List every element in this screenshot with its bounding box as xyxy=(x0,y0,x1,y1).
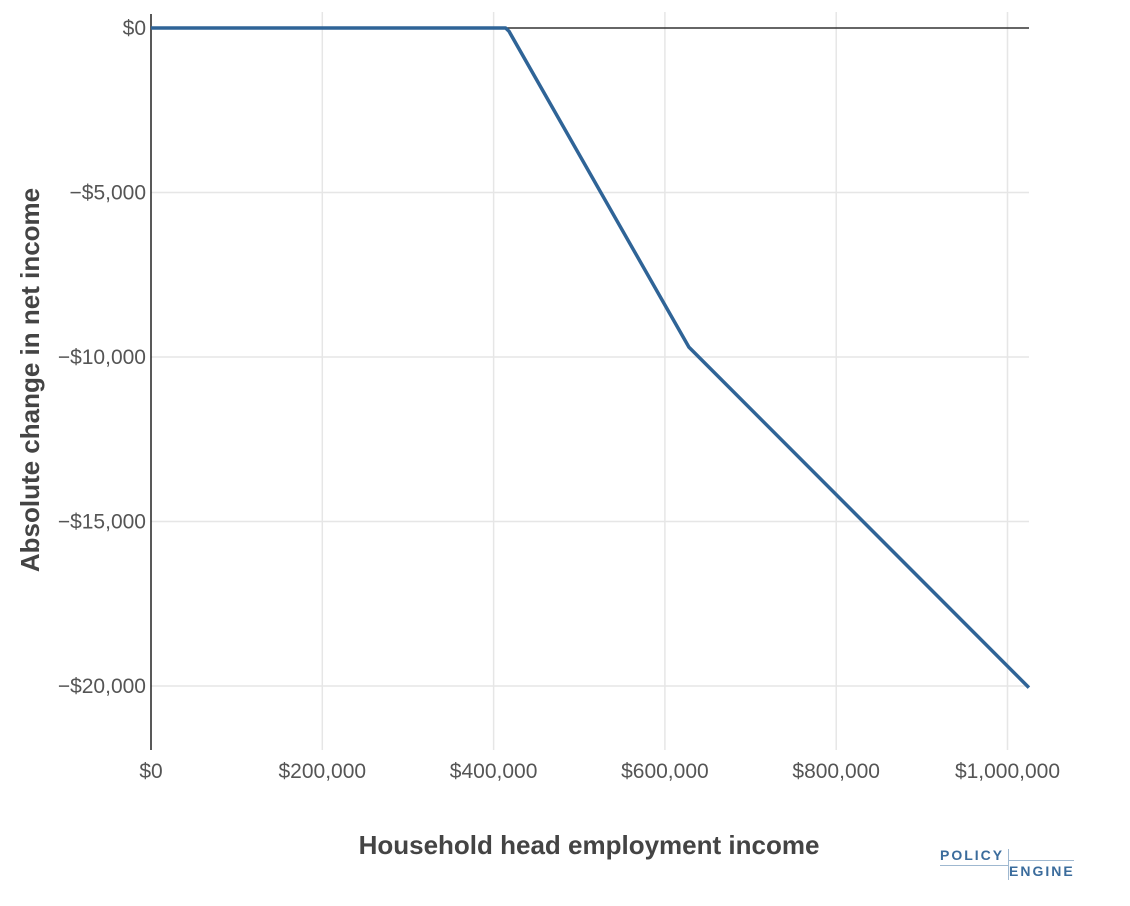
y-tick-label: $0 xyxy=(123,17,146,40)
x-axis-title: Household head employment income xyxy=(359,830,820,860)
grid xyxy=(151,12,1029,750)
x-tick-label: $600,000 xyxy=(621,760,709,783)
y-axis-title: Absolute change in net income xyxy=(15,188,45,572)
tick-labels: $0 $200,000 $400,000 $600,000 $800,000 $1,000… xyxy=(58,17,1060,783)
logo-text-engine: ENGINE xyxy=(1009,863,1075,879)
series-layer xyxy=(151,26,1031,689)
x-tick-label: $200,000 xyxy=(279,760,367,783)
x-tick-label: $0 xyxy=(139,760,162,783)
policyengine-logo: POLICY ENGINE xyxy=(940,846,1076,882)
series-line xyxy=(151,26,1031,689)
logo-rule xyxy=(940,865,1008,866)
logo-rule xyxy=(1008,860,1074,861)
x-tick-label: $1,000,000 xyxy=(955,760,1060,783)
y-tick-label: −$5,000 xyxy=(70,182,147,205)
axes xyxy=(150,14,1029,750)
logo-rule xyxy=(1008,849,1009,880)
x-tick-label: $800,000 xyxy=(792,760,880,783)
logo-text-policy: POLICY xyxy=(940,847,1005,863)
x-tick-label: $400,000 xyxy=(450,760,538,783)
y-tick-label: −$15,000 xyxy=(58,511,146,534)
y-tick-label: −$10,000 xyxy=(58,346,146,369)
y-tick-label: −$20,000 xyxy=(58,675,146,698)
